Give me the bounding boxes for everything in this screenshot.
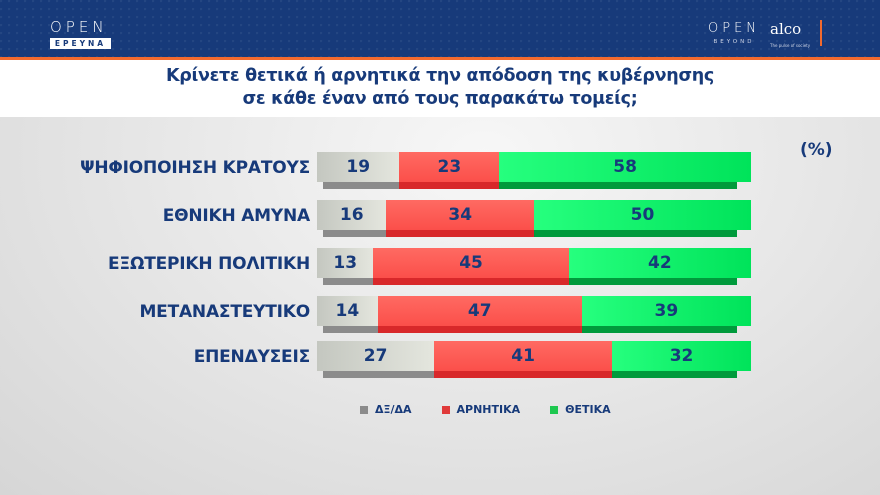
- chart-row: ΜΕΤΑΝΑΣΤΕΥΤΙΚΟ 14 47 39: [0, 296, 880, 336]
- stacked-bar: 16 34 50: [317, 200, 751, 238]
- partner-logos: OPEN BEYOND alco The pulse of society: [708, 20, 823, 49]
- stacked-bar: 13 45 42: [317, 248, 751, 286]
- stacked-bar: 27 41 32: [317, 341, 751, 379]
- header-accent-stripe: [0, 57, 880, 60]
- legend-item-negative: ΑΡΝΗΤΙΚΑ: [441, 403, 520, 416]
- chart-row: ΕΠΕΝΔΥΣΕΙΣ 27 41 32: [0, 341, 880, 381]
- segment-negative: 23: [399, 152, 500, 189]
- legend-swatch-red: [441, 405, 450, 414]
- segment-dkna: 27: [317, 341, 435, 378]
- stacked-bar: 19 23 58: [317, 152, 751, 190]
- segment-negative: 47: [377, 296, 582, 333]
- chart-title: Κρίνετε θετικά ή αρνητικά την απόδοση τη…: [165, 66, 714, 109]
- segment-negative: 45: [373, 248, 570, 285]
- legend: ΔΞ/ΔΑ ΑΡΝΗΤΙΚΑ ΘΕΤΙΚΑ: [360, 403, 611, 416]
- row-label: ΕΠΕΝΔΥΣΕΙΣ: [193, 347, 311, 367]
- legend-swatch-green: [550, 405, 559, 414]
- row-label: ΕΘΝΙΚΗ ΑΜΥΝΑ: [162, 206, 311, 226]
- segment-positive: 32: [612, 341, 751, 378]
- accent-divider: [820, 20, 823, 46]
- segment-dkna: 13: [317, 248, 374, 285]
- segment-positive: 58: [499, 152, 751, 189]
- chart-row: ΕΘΝΙΚΗ ΑΜΥΝΑ 16 34 50: [0, 200, 880, 240]
- segment-dkna: 19: [317, 152, 400, 189]
- segment-dkna: 16: [317, 200, 387, 237]
- segment-positive: 39: [581, 296, 751, 333]
- chart-row: ΕΞΩΤΕΡΙΚΗ ΠΟΛΙΤΙΚΗ 13 45 42: [0, 248, 880, 288]
- segment-positive: 42: [568, 248, 751, 285]
- segment-positive: 50: [533, 200, 751, 237]
- legend-item-positive: ΘΕΤΙΚΑ: [550, 403, 611, 416]
- header-bar: OPEN ΕΡΕΥΝΑ OPEN BEYOND alco The pulse o…: [0, 0, 880, 57]
- legend-item-dkna: ΔΞ/ΔΑ: [360, 403, 412, 416]
- row-label: ΜΕΤΑΝΑΣΤΕΥΤΙΚΟ: [139, 302, 310, 322]
- unit-label: (%): [800, 140, 833, 160]
- segment-negative: 34: [386, 200, 534, 237]
- open-erevna-logo: OPEN ΕΡΕΥΝΑ: [50, 20, 111, 49]
- row-label: ΕΞΩΤΕΡΙΚΗ ΠΟΛΙΤΙΚΗ: [107, 254, 310, 274]
- alco-logo: alco The pulse of society: [770, 20, 811, 49]
- segment-dkna: 14: [317, 296, 378, 333]
- open-beyond-logo: OPEN BEYOND: [708, 21, 761, 45]
- chart-row: ΨΗΦΙΟΠΟΙΗΣΗ ΚΡΑΤΟΥΣ 19 23 58: [0, 152, 880, 192]
- title-band: Κρίνετε θετικά ή αρνητικά την απόδοση τη…: [0, 60, 880, 117]
- segment-negative: 41: [434, 341, 613, 378]
- row-label: ΨΗΦΙΟΠΟΙΗΣΗ ΚΡΑΤΟΥΣ: [80, 158, 310, 178]
- stacked-bar: 14 47 39: [317, 296, 751, 334]
- legend-swatch-gray: [360, 405, 368, 414]
